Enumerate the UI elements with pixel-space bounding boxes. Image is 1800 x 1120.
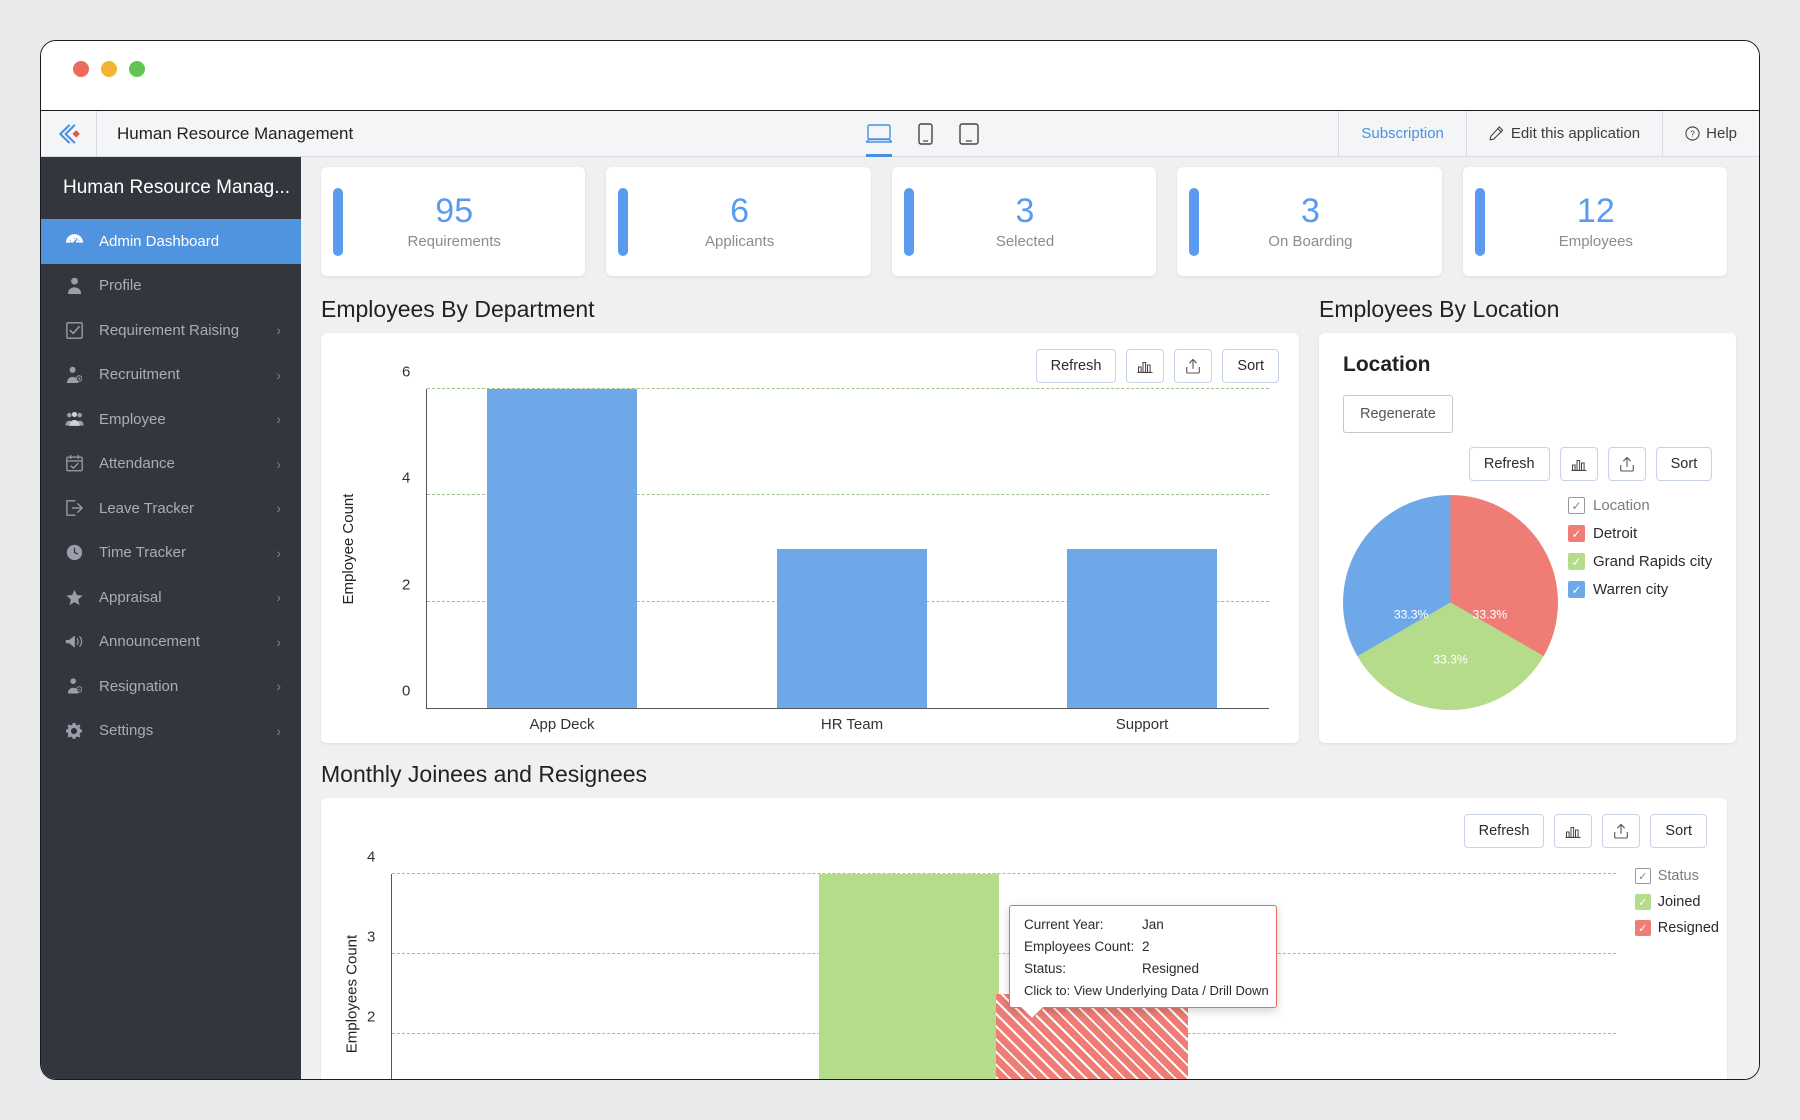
svg-text:33.3%: 33.3% [1433,652,1468,666]
svg-text:?: ? [1690,130,1695,139]
svg-text:33.3%: 33.3% [1473,607,1508,621]
svg-text:33.3%: 33.3% [1394,607,1429,621]
